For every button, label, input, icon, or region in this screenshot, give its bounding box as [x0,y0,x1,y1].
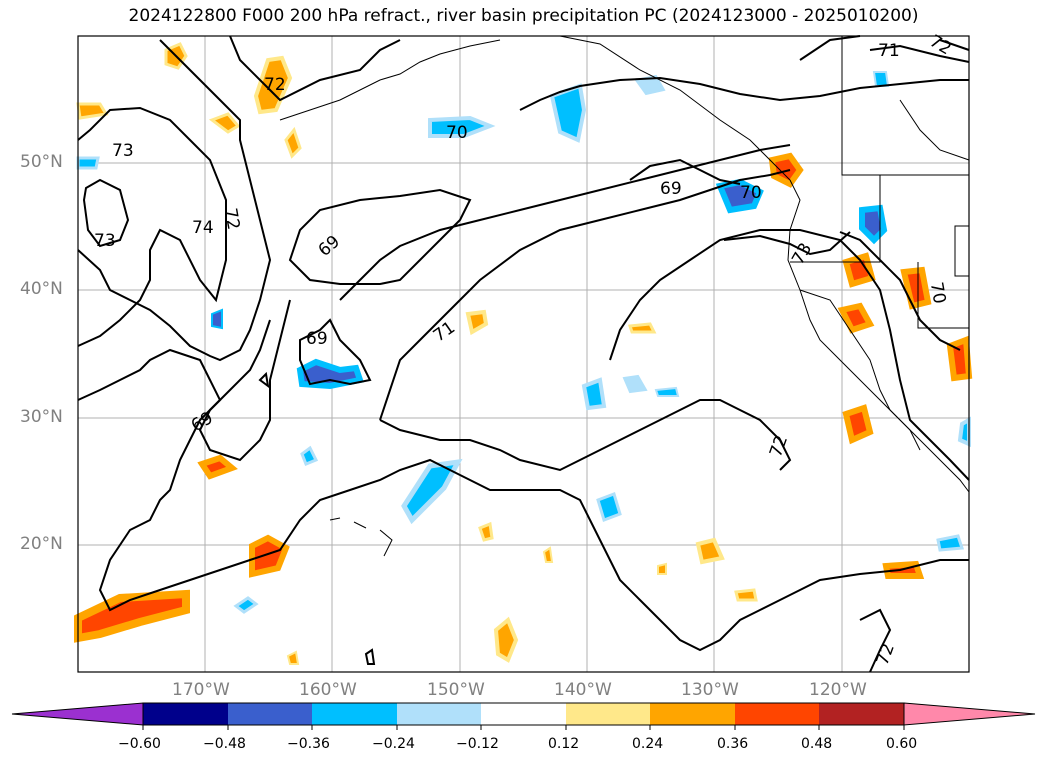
colorbar-tick-label: −0.48 [203,736,246,752]
anomaly-patch [596,492,622,522]
map-title: 2024122800 F000 200 hPa refract., river … [128,6,919,26]
colorbar-tick-label: 0.24 [632,736,664,752]
colorbar-swatch [143,703,228,725]
anomaly-patch [286,650,300,665]
anomaly-patch [695,537,725,565]
colorbar-swatch [819,703,904,725]
coastlines [279,35,970,557]
anomaly-patch [627,322,657,334]
anomaly-patch [74,589,190,643]
colorbar-tick-label: −0.60 [118,736,161,752]
colorbar-swatch [481,703,566,725]
anomaly-patch [300,445,319,466]
colorbar-tick-label: 0.36 [717,736,749,752]
anomaly-patch [872,71,890,87]
anomaly-patch [936,534,965,552]
contour-label: 72 [220,207,243,232]
colorbar-tick-label: 0.12 [548,736,580,752]
contour-label: 69 [660,179,682,199]
contour-label: 70 [446,123,468,143]
lon-label: 150°W [427,680,485,700]
colorbar-swatch [566,703,650,725]
map-gridlines [78,36,969,672]
anomaly-patch [197,454,238,480]
lat-label: 50°N [20,152,63,172]
map-frame [77,35,970,673]
lat-label: 30°N [20,407,63,427]
colorbar-swatch [397,703,481,725]
anomaly-patch [233,596,259,614]
anomaly-patch [284,126,302,159]
anomaly-patch [478,521,494,542]
lon-label: 120°W [809,680,867,700]
anomaly-patch [842,404,874,445]
contour-label: 70 [740,183,762,203]
colorbar-extend-left [11,702,144,726]
colorbar-swatch [228,703,312,725]
anomaly-patch [654,386,680,397]
anomaly-patch [542,546,554,563]
anomaly-patch [622,374,648,394]
colorbar-extend-right [903,702,1036,726]
lon-label: 160°W [299,680,357,700]
anomaly-patch [428,115,496,138]
colorbar-tick-label: −0.12 [456,736,499,752]
anomaly-patch [859,204,888,245]
lon-label: 170°W [172,680,230,700]
anomaly-patch [401,458,463,525]
colorbar-tick-label: 0.48 [801,736,833,752]
lat-label: 40°N [20,279,63,299]
lon-label: 130°W [681,680,739,700]
colorbar-tick-label: −0.36 [287,736,330,752]
colorbar-swatch [312,703,397,725]
anomaly-patch [76,156,100,170]
anomaly-patch [634,74,666,96]
anomaly-patch [249,534,290,578]
colorbar-swatch [735,703,819,725]
map-plot-area [74,35,973,673]
anomaly-patch [253,55,293,115]
anomaly-patch [208,112,241,134]
anomaly-patch [657,562,667,575]
colorbar [11,702,1036,730]
contour-label: 73 [94,231,116,251]
colorbar-tick-label: 0.60 [886,736,918,752]
anomaly-patch [296,358,364,390]
colorbar-swatch [650,703,735,725]
anomaly-patch [957,416,971,448]
colorbar-tick-label: −0.24 [372,736,415,752]
contour-label: 69 [306,329,328,349]
anomaly-patch [76,102,109,120]
anomaly-patch [837,302,875,334]
contour-label: 73 [112,141,134,161]
contour-label: 72 [264,75,286,95]
lat-label: 20°N [20,534,63,554]
anomaly-patch [211,308,223,330]
contour-label: 71 [878,41,900,61]
contour-label: 74 [192,218,214,238]
anomaly-patch [581,377,607,411]
anomaly-patch [900,266,932,310]
lon-label: 140°W [554,680,612,700]
anomaly-patch [465,309,489,336]
contour-label: 70 [926,281,949,306]
height-contours [77,35,970,673]
anomaly-patch [493,616,519,663]
anomaly-patch [734,588,758,602]
precip-anomaly-patches [74,42,973,665]
